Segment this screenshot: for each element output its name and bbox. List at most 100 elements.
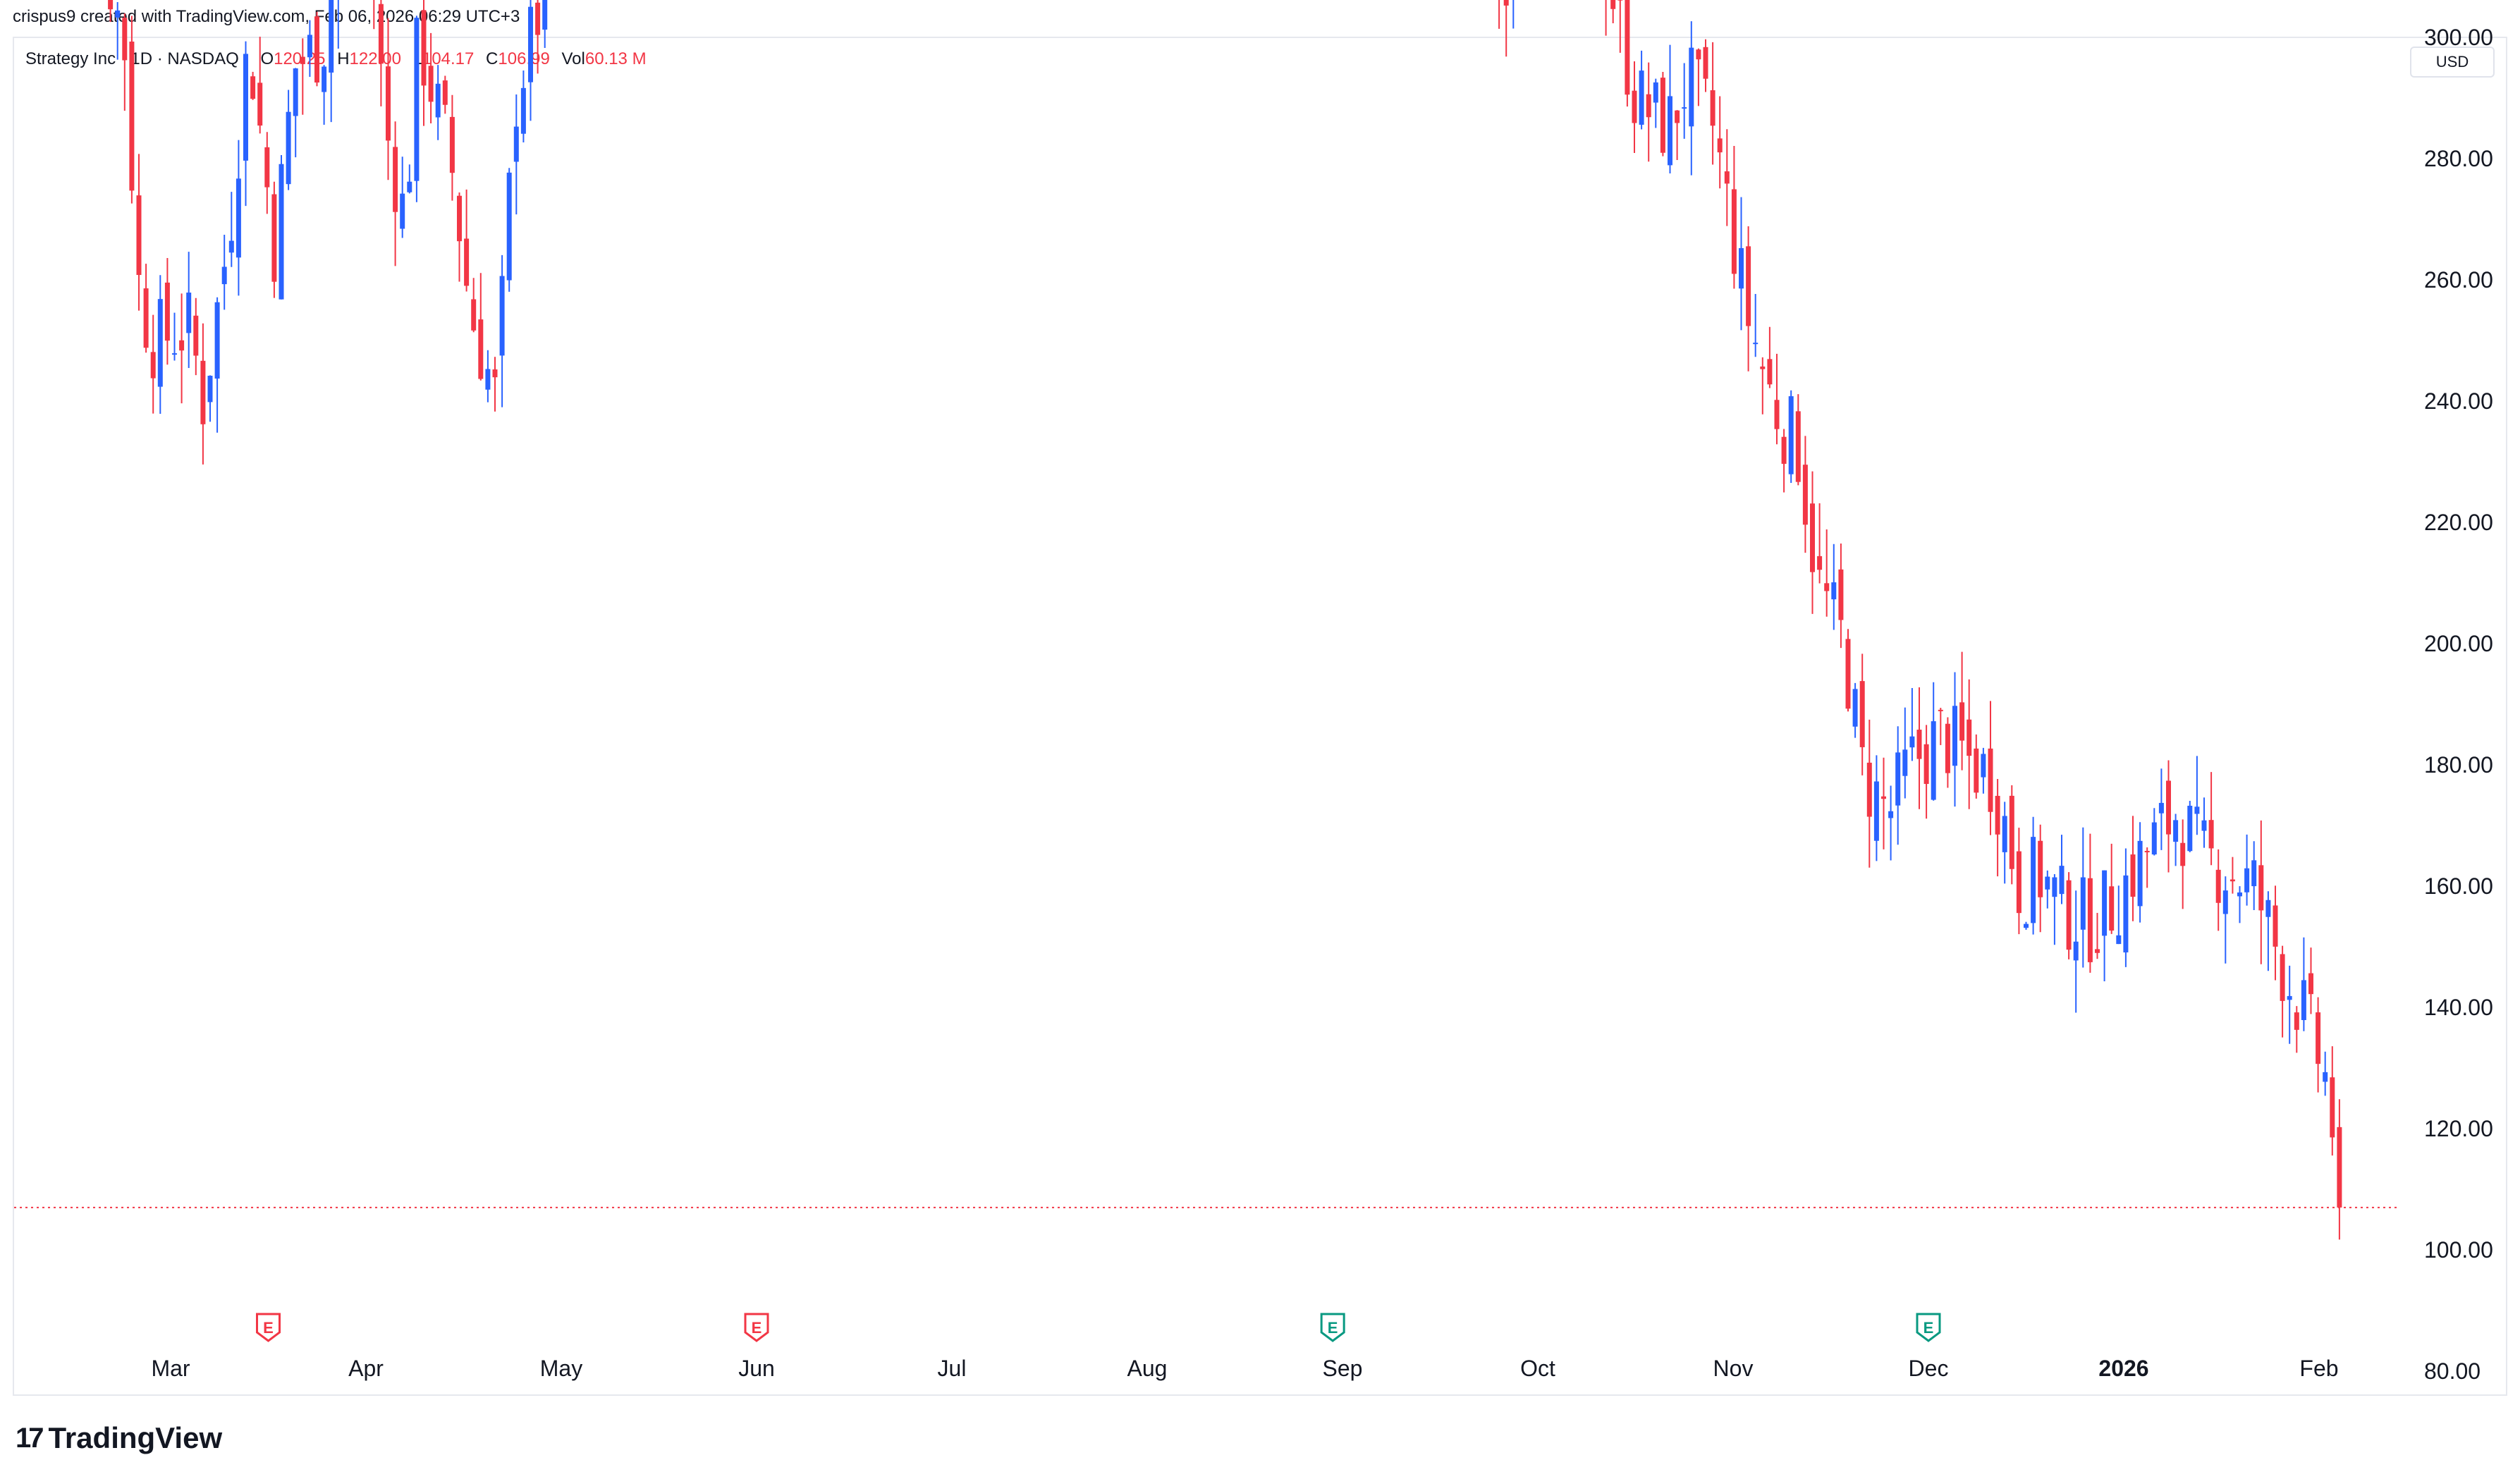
x-tick-label: Oct: [1520, 1356, 1555, 1381]
candle-body: [393, 147, 398, 212]
candle-body: [2194, 806, 2200, 814]
earnings-marker-icon[interactable]: [744, 1313, 769, 1342]
candle-body: [2016, 851, 2021, 914]
candle-body: [378, 4, 384, 64]
x-tick-label: May: [540, 1356, 582, 1381]
candle-body: [1995, 795, 2000, 835]
candle-body: [2258, 865, 2264, 911]
candle-body: [1952, 706, 1957, 766]
candle-body: [2102, 870, 2108, 936]
candle-body: [172, 353, 177, 355]
candle-body: [2151, 822, 2157, 855]
candle-body: [386, 66, 391, 141]
candle-body: [449, 116, 455, 173]
candle-body: [2287, 995, 2292, 1000]
candle-body: [1938, 709, 1943, 711]
close-label: C: [486, 49, 499, 68]
candle-body: [1945, 723, 1950, 773]
y-tick-label: 120.00: [2424, 1116, 2493, 1141]
candle-body: [108, 0, 114, 10]
x-tick-label: Apr: [348, 1356, 384, 1381]
candle-body: [2316, 1012, 2321, 1064]
y-tick-label: 280.00: [2424, 146, 2493, 171]
candle-body: [143, 288, 149, 348]
earnings-marker-label: E: [1923, 1319, 1934, 1337]
earnings-marker-icon[interactable]: [256, 1313, 281, 1342]
y-tick-label: 220.00: [2424, 510, 2493, 535]
candle-body: [1610, 0, 1616, 9]
candle-body: [1724, 171, 1730, 184]
candle-body: [1781, 436, 1787, 464]
candle-body: [471, 299, 477, 331]
x-tick-label: Dec: [1909, 1356, 1949, 1381]
candle-body: [1988, 748, 1993, 812]
candle-body: [307, 35, 312, 58]
candle-body: [2294, 1012, 2299, 1030]
candle-body: [1632, 90, 1637, 123]
candle-body: [1696, 49, 1701, 60]
candle-body: [271, 194, 277, 282]
candle-body: [457, 195, 462, 242]
y-tick-label: 100.00: [2424, 1237, 2493, 1263]
candle-body: [2059, 866, 2065, 895]
candle-body: [2002, 816, 2007, 852]
candle-body: [193, 315, 199, 356]
candle-body: [520, 87, 526, 134]
candle-body: [492, 369, 498, 378]
x-tick-label: Aug: [1127, 1356, 1168, 1381]
y-tick-label: 180.00: [2424, 752, 2493, 778]
candle-body: [293, 68, 298, 116]
tradingview-logo[interactable]: 17 TradingView: [16, 1418, 222, 1458]
candle-body: [1838, 569, 1844, 620]
candle-body: [2265, 900, 2271, 917]
candle-body: [2166, 780, 2171, 835]
candle-body: [478, 319, 484, 379]
x-tick-label: Jul: [938, 1356, 967, 1381]
candle-body: [485, 369, 491, 390]
close-value: 106.99: [498, 49, 550, 68]
candle-body: [2080, 877, 2086, 930]
y-tick-label: 260.00: [2424, 267, 2493, 293]
x-tick-label: Mar: [151, 1356, 190, 1381]
high-value: 122.00: [349, 49, 401, 68]
candle-body: [314, 16, 319, 83]
candle-body: [1739, 247, 1744, 289]
candle-body: [2087, 878, 2093, 962]
candle-body: [1646, 94, 1651, 118]
candle-body: [1967, 719, 1972, 756]
currency-button[interactable]: USD: [2410, 47, 2495, 78]
candle-body: [407, 181, 412, 192]
candle-body: [2130, 854, 2136, 897]
candle-body: [1895, 752, 1901, 806]
candle-body: [1746, 246, 1751, 326]
candle-body: [2052, 877, 2057, 897]
candle-body: [2066, 880, 2072, 950]
candle-body: [2187, 805, 2193, 852]
candle-body: [2144, 851, 2150, 853]
candle-body: [1625, 0, 1630, 95]
candle-body: [1888, 811, 1894, 818]
candle-body: [435, 83, 441, 118]
candle-body: [1660, 78, 1665, 153]
candle-body: [207, 375, 213, 403]
x-tick-label: Feb: [2299, 1356, 2338, 1381]
candle-body: [243, 54, 248, 161]
candle-body: [1824, 583, 1830, 591]
x-tick-label: Jun: [738, 1356, 775, 1381]
candle-body: [400, 193, 405, 229]
candle-body: [1831, 582, 1837, 600]
candle-body: [1859, 681, 1865, 747]
candle-body: [2237, 892, 2242, 897]
candle-body: [1802, 465, 1808, 525]
candle-body: [421, 10, 427, 86]
candle-body: [535, 2, 541, 35]
candle-body: [2273, 905, 2278, 947]
earnings-marker-label: E: [1328, 1319, 1338, 1337]
candle-body: [1881, 796, 1886, 799]
candle-body: [2280, 954, 2285, 1001]
earnings-marker-icon[interactable]: [1320, 1313, 1345, 1342]
earnings-marker-icon[interactable]: [1916, 1313, 1941, 1342]
candle-body: [414, 18, 420, 181]
candle-body: [214, 302, 220, 379]
